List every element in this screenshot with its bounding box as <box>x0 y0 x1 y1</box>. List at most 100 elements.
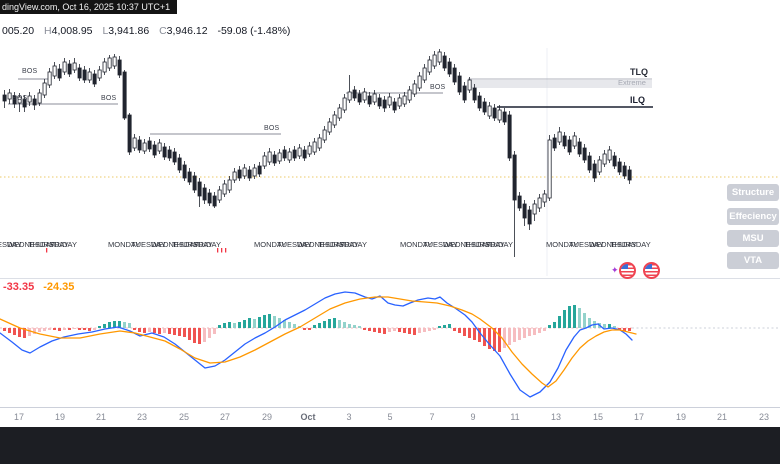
weekday-label: THURSDAY <box>28 240 69 249</box>
time-axis-label[interactable]: 9 <box>470 412 476 422</box>
candle-body-d <box>117 59 122 76</box>
macd-bar <box>343 322 346 328</box>
candle-body-d <box>137 139 142 151</box>
event-tick <box>221 248 223 253</box>
macd-bar <box>378 328 381 333</box>
candle-body-d <box>522 203 527 219</box>
candle-body-d <box>577 141 582 155</box>
candle-body-u <box>437 51 442 63</box>
candle-body-d <box>352 89 357 99</box>
macd-bar <box>258 317 261 328</box>
macd-bar <box>98 326 101 328</box>
candle-body-u <box>342 97 347 111</box>
macd-bar <box>193 328 196 343</box>
candle-body-d <box>472 87 477 101</box>
candle-body-d <box>612 155 617 167</box>
effeciency-button[interactable]: Effeciency <box>727 208 779 225</box>
structure-button[interactable]: Structure <box>727 184 779 201</box>
candle-body-u <box>532 203 537 215</box>
macd-bar <box>18 328 21 337</box>
time-axis-label[interactable]: 23 <box>136 412 148 422</box>
macd-bar <box>483 328 486 346</box>
macd-bar <box>513 328 516 342</box>
macd-bar <box>443 325 446 328</box>
time-axis-label[interactable]: 11 <box>510 412 520 422</box>
macd-bar <box>433 328 436 330</box>
weekday-label: FRIDAY <box>340 240 367 249</box>
candle-body-d <box>147 140 152 150</box>
candle-body-u <box>372 93 377 103</box>
time-axis-label[interactable]: 29 <box>261 412 273 422</box>
macd-bar <box>338 320 341 328</box>
macd-bar <box>493 328 496 351</box>
candle-body-u <box>602 153 607 165</box>
candle-body-d <box>447 61 452 75</box>
candle-body-d <box>177 157 182 171</box>
weekday-label: THURSDAY <box>464 240 505 249</box>
macd-bar <box>573 305 576 328</box>
macd-bar <box>333 318 336 328</box>
candle-body-d <box>197 181 202 197</box>
candle-body-d <box>507 114 512 159</box>
sparkle-icon: ✦ <box>611 265 619 275</box>
weekday-label: FRIDAY <box>50 240 77 249</box>
ohlc-readout: 005.20 H4,008.95 L3,941.86 C3,946.12 -59… <box>2 25 290 37</box>
time-axis-label[interactable]: 19 <box>675 412 687 422</box>
candle-body-u <box>52 65 57 77</box>
signal-line <box>0 296 637 388</box>
macd-bar <box>528 328 531 336</box>
time-axis-label[interactable]: 13 <box>550 412 562 422</box>
candle-body-d <box>492 107 497 119</box>
macd-bar <box>313 325 316 328</box>
candle-body-d <box>442 55 447 69</box>
macd-bar <box>48 328 51 330</box>
candle-body-u <box>422 67 427 81</box>
candle-body-d <box>202 187 207 201</box>
macd-bar <box>458 328 461 333</box>
time-axis-label[interactable]: 7 <box>429 412 435 422</box>
bos-label: BOS <box>101 95 117 102</box>
high-prefix: H <box>44 25 52 37</box>
msu-button[interactable]: MSU <box>727 230 779 247</box>
time-axis-label[interactable]: 27 <box>219 412 231 422</box>
macd-bar <box>208 328 211 338</box>
macd-bar <box>153 328 156 333</box>
us-flag-icon[interactable] <box>619 262 636 279</box>
time-axis-label[interactable]: 3 <box>346 412 352 422</box>
vta-button[interactable]: VTA <box>727 252 779 269</box>
macd-bar <box>428 328 431 331</box>
time-axis-label[interactable]: 19 <box>54 412 66 422</box>
time-axis-label[interactable]: 5 <box>387 412 393 422</box>
candle-body-u <box>397 97 402 107</box>
macd-bar <box>393 328 396 331</box>
macd-bar <box>203 328 206 342</box>
macd-bar <box>188 328 191 340</box>
macd-bar <box>273 316 276 328</box>
candle-body-d <box>502 111 507 123</box>
time-axis-label[interactable]: 23 <box>758 412 770 422</box>
time-axis-label[interactable]: 21 <box>716 412 728 422</box>
time-axis-label[interactable]: 25 <box>178 412 190 422</box>
us-flag-icon-2[interactable] <box>643 262 660 279</box>
candle-body-u <box>7 92 12 100</box>
macd-bar <box>8 328 11 333</box>
bos-label: BOS <box>12 95 28 102</box>
macd-bar <box>308 328 311 330</box>
time-axis-label[interactable]: 17 <box>633 412 645 422</box>
macd-bar <box>53 328 56 330</box>
time-axis-label[interactable]: Oct <box>300 412 316 422</box>
macd-bar <box>473 328 476 340</box>
time-axis-label[interactable]: 17 <box>13 412 25 422</box>
time-axis-label[interactable]: 15 <box>592 412 604 422</box>
macd-bar <box>253 319 256 328</box>
candle-body-u <box>497 109 502 121</box>
macd-bar <box>618 328 621 330</box>
candle-body-u <box>97 69 102 79</box>
macd-bar <box>28 328 31 336</box>
candle-body-d <box>382 99 387 109</box>
candle-body-u <box>142 142 147 152</box>
candle-body-u <box>132 137 137 149</box>
macd-bar <box>503 328 506 348</box>
time-axis-label[interactable]: 21 <box>95 412 107 422</box>
